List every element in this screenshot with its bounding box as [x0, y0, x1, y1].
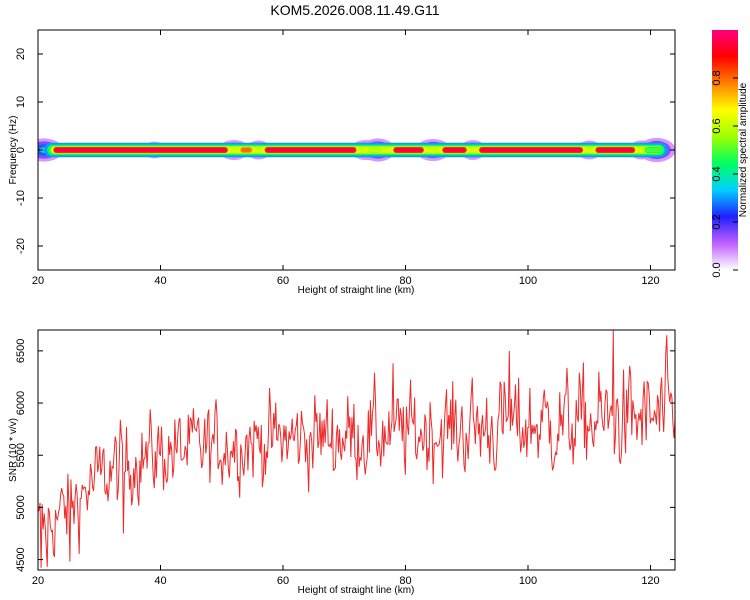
snr-y-tick-label: 6500 [15, 339, 27, 363]
spectrogram-y-tick-label: 10 [15, 96, 27, 108]
spectrogram-peak-core [443, 148, 466, 152]
snr-x-tick-label: 120 [641, 575, 659, 587]
colorbar-tick-label: 0.4 [711, 166, 723, 181]
spectrogram-x-tick-label: 20 [32, 275, 44, 287]
spectrogram-y-tick-label: 0 [15, 147, 27, 153]
spectrogram-x-label: Height of straight line (km) [298, 285, 415, 296]
snr-y-tick-label: 5000 [15, 495, 27, 519]
spectrogram-heatmap [38, 137, 675, 163]
colorbar-label: Normalized spectral amplitude [738, 82, 749, 217]
snr-y-tick-label: 5500 [15, 443, 27, 467]
colorbar-ticks: 0.0 0.2 0.4 0.6 0.8 [711, 70, 738, 278]
colorbar-gradient [712, 30, 738, 270]
spectrogram-peak-core [596, 148, 635, 152]
spectrogram-peak-core [369, 148, 380, 152]
spectrogram-x-tick-label: 60 [277, 275, 289, 287]
spectrogram-x-tick-label: 40 [154, 275, 166, 287]
snr-x-tick-label: 20 [32, 575, 44, 587]
spectrogram-peak-core [241, 148, 252, 152]
snr-chart: 20 40 60 80 100 120 4500 5000 5500 6000 6500 Heig… [8, 329, 676, 596]
spectrogram-x-tick-label: 120 [641, 275, 659, 287]
snr-x-tick-label: 40 [154, 575, 166, 587]
snr-y-tick-label: 6000 [15, 391, 27, 415]
snr-x-ticks: 20 40 60 80 100 120 [32, 330, 660, 587]
spectrogram-peak-core [394, 148, 423, 152]
colorbar-tick-label: 0.8 [711, 70, 723, 85]
spectrogram-y-label: Frequency (Hz) [8, 116, 19, 185]
spectrogram-x-tick-label: 80 [399, 275, 411, 287]
snr-series-line [38, 330, 675, 568]
snr-y-ticks: 4500 5000 5500 6000 6500 [15, 339, 675, 572]
colorbar: 0.0 0.2 0.4 0.6 0.8 Normalized spectral ampl… [711, 30, 749, 278]
spectrogram-x-tick-label: 100 [519, 275, 537, 287]
spectrogram-y-ticks: -20 -10 0 10 20 [15, 48, 675, 254]
spectrogram-peak-core [645, 148, 662, 152]
spectrogram-peak-core [480, 148, 583, 152]
snr-x-label: Height of straight line (km) [298, 585, 415, 596]
snr-x-tick-label: 80 [399, 575, 411, 587]
snr-frame [37, 329, 676, 571]
spectrogram-x-ticks: 20 40 60 80 100 120 [32, 30, 660, 287]
colorbar-tick-label: 0.2 [711, 214, 723, 229]
snr-x-tick-label: 60 [277, 575, 289, 587]
snr-y-label: SNR (10 * v/v) [8, 418, 19, 482]
colorbar-tick-label: 0.0 [711, 262, 723, 277]
spectrogram-y-tick-label: -20 [15, 238, 27, 254]
spectrogram-chart: 20 40 60 80 100 120 -20 -10 0 10 20 Height of str… [8, 29, 676, 296]
spectrogram-peak-core [54, 148, 227, 152]
snr-x-tick-label: 100 [519, 575, 537, 587]
spectrogram-peak-core [265, 148, 356, 152]
spectrogram-y-tick-label: -10 [15, 190, 27, 206]
spectrogram-y-tick-label: 20 [15, 48, 27, 60]
colorbar-tick-label: 0.6 [711, 118, 723, 133]
snr-y-tick-label: 4500 [15, 547, 27, 571]
figure-title: KOM5.2026.008.11.49.G11 [270, 2, 439, 18]
